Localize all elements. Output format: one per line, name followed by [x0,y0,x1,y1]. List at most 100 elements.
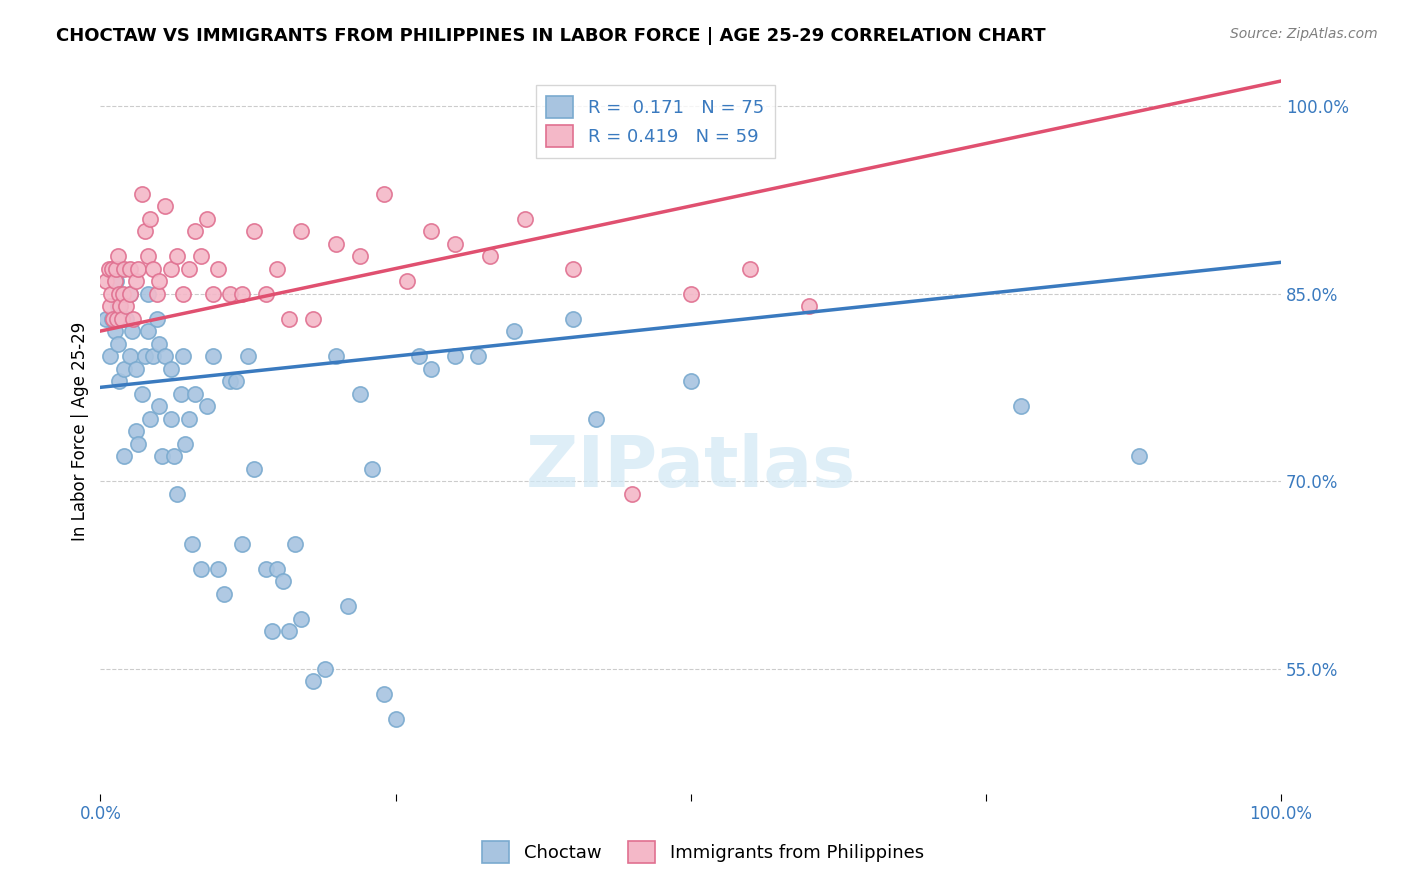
Point [195,211,218,226]
Point [110,311,132,326]
Point [679,286,702,301]
Point [110,299,132,313]
Point [419,361,441,376]
Point [177,261,200,276]
Point [139,211,162,226]
Point [214,587,236,601]
Point [118,286,141,301]
Point [104,274,127,288]
Point [231,536,253,550]
Point [103,324,125,338]
Point [142,349,165,363]
Point [419,224,441,238]
Point [104,261,127,276]
Point [561,261,583,276]
Point [195,399,218,413]
Point [100,286,122,301]
Point [162,449,184,463]
Point [127,261,149,276]
Point [278,311,301,326]
Point [136,286,159,301]
Point [136,249,159,263]
Point [443,236,465,251]
Legend: R =  0.171   N = 75, R = 0.419   N = 59: R = 0.171 N = 75, R = 0.419 N = 59 [536,85,775,158]
Point [443,349,465,363]
Point [105,311,128,326]
Point [110,311,132,326]
Point [219,374,242,388]
Point [190,249,212,263]
Point [169,386,191,401]
Point [97,261,120,276]
Point [172,286,194,301]
Point [131,186,153,201]
Point [148,274,170,288]
Point [1128,449,1150,463]
Point [112,261,135,276]
Point [118,349,141,363]
Point [260,624,283,639]
Point [467,349,489,363]
Text: Source: ZipAtlas.com: Source: ZipAtlas.com [1230,27,1378,41]
Point [103,274,125,288]
Point [266,561,288,575]
Point [121,324,143,338]
Point [190,561,212,575]
Point [125,361,148,376]
Point [337,599,360,614]
Point [148,336,170,351]
Point [515,211,537,226]
Point [181,536,204,550]
Point [115,311,138,326]
Point [325,236,347,251]
Point [122,311,145,326]
Point [160,411,183,425]
Point [96,274,118,288]
Point [284,536,307,550]
Point [108,261,131,276]
Point [146,311,169,326]
Point [184,386,207,401]
Legend: Choctaw, Immigrants from Philippines: Choctaw, Immigrants from Philippines [471,830,935,874]
Point [107,249,129,263]
Point [174,436,197,450]
Point [278,624,301,639]
Point [166,486,188,500]
Point [148,399,170,413]
Point [125,424,148,438]
Point [290,612,312,626]
Point [408,349,430,363]
Point [302,674,325,689]
Point [325,349,347,363]
Point [290,224,312,238]
Y-axis label: In Labor Force | Age 25-29: In Labor Force | Age 25-29 [72,321,89,541]
Point [107,336,129,351]
Point [349,386,371,401]
Point [134,349,156,363]
Point [201,286,224,301]
Point [266,261,288,276]
Point [107,299,129,313]
Point [139,411,162,425]
Point [160,261,183,276]
Point [146,286,169,301]
Point [177,411,200,425]
Text: ZIPatlas: ZIPatlas [526,433,856,502]
Point [620,486,643,500]
Point [201,349,224,363]
Point [136,324,159,338]
Point [155,199,177,213]
Point [384,712,406,726]
Point [231,286,253,301]
Point [103,311,125,326]
Point [373,687,395,701]
Point [127,436,149,450]
Point [101,311,124,326]
Point [679,374,702,388]
Point [219,286,242,301]
Point [502,324,524,338]
Point [478,249,501,263]
Point [142,261,165,276]
Point [115,299,138,313]
Point [273,574,295,588]
